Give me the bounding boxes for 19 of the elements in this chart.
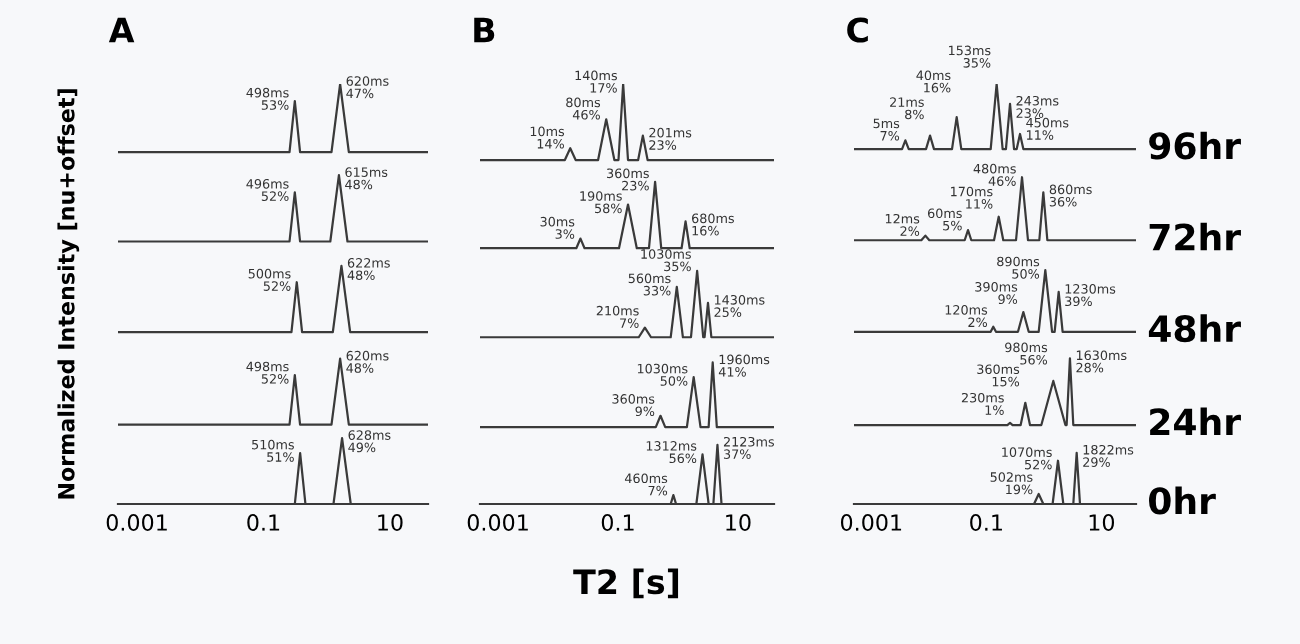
x-tick-label: 0.001 — [467, 514, 528, 531]
series-label: 96hr — [1149, 131, 1241, 160]
chart-title: A — [108, 17, 135, 43]
series-label: 48hr — [1148, 314, 1241, 343]
x-axis-title: T2 [s] — [573, 568, 679, 599]
x-tick-label: 10 — [378, 514, 403, 531]
x-tick-label: 0.001 — [840, 514, 902, 531]
chart-title: C — [847, 17, 868, 43]
x-tick-label: 0.1 — [601, 514, 634, 531]
x-tick-label: 0.001 — [106, 514, 167, 531]
y-axis-title: Normalized Intensity [nu+offset] — [57, 89, 80, 499]
chart-title: B — [474, 17, 495, 43]
x-tick-label: 0.1 — [247, 514, 280, 531]
x-tick-label: 0.1 — [970, 514, 1002, 531]
x-tick-label: 10 — [726, 514, 751, 531]
series-label: 0hr — [1149, 486, 1216, 515]
series-label: 72hr — [1149, 222, 1241, 251]
series-label: 24hr — [1150, 407, 1241, 435]
x-tick-label: 10 — [1089, 514, 1115, 531]
